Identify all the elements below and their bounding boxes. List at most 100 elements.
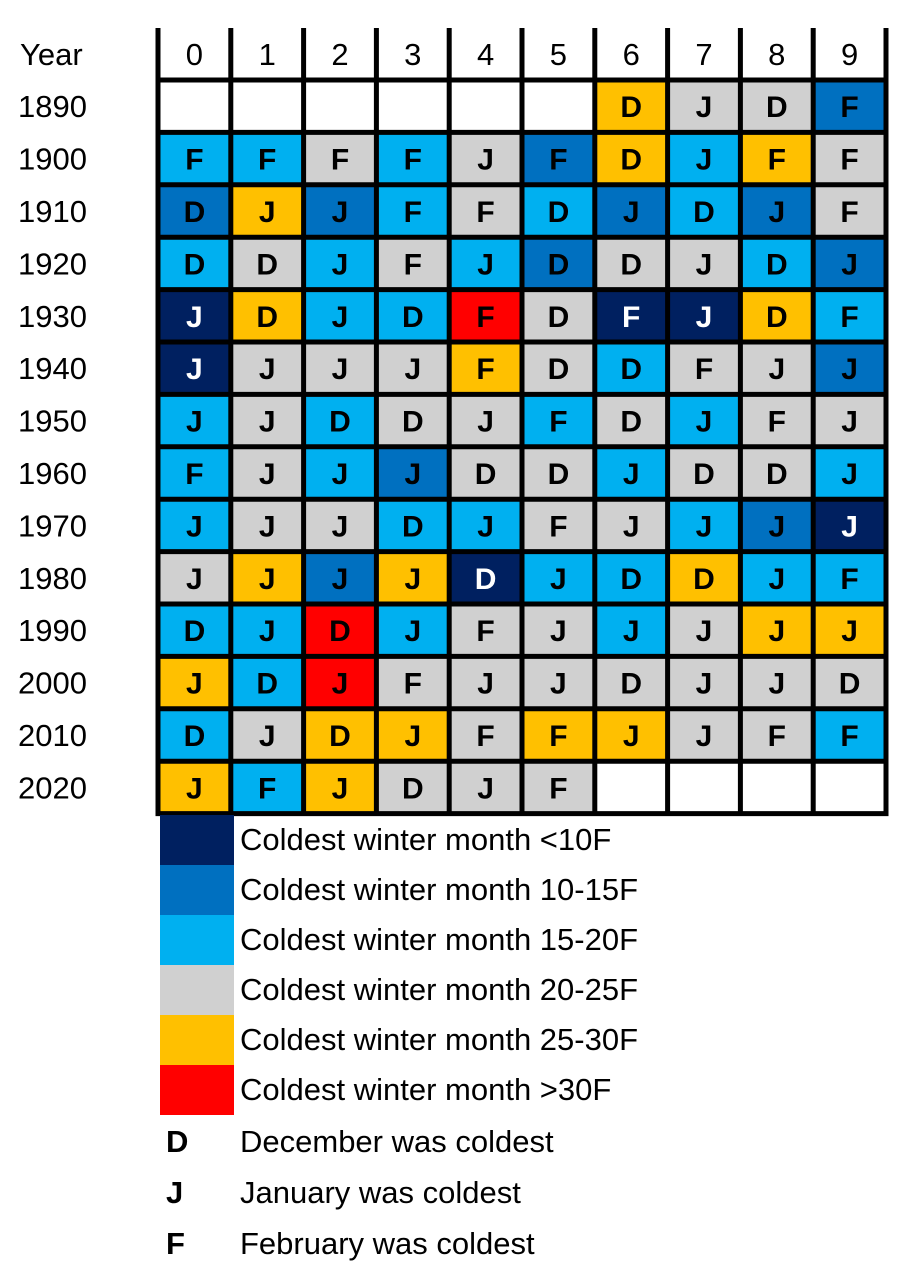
column-header-1: 1	[259, 37, 276, 72]
cell-1930-9	[813, 289, 886, 342]
cell-1980-3	[376, 551, 450, 604]
cell-month-1980-5: J	[550, 563, 567, 596]
column-header-3: 3	[404, 37, 421, 72]
legend-label-10-15: Coldest winter month 10-15F	[240, 872, 639, 907]
cell-1940-8	[740, 342, 814, 395]
legend-label-gt30: Coldest winter month >30F	[240, 1072, 612, 1107]
cell-1950-6	[594, 394, 668, 447]
cell-month-1910-8: J	[768, 196, 785, 229]
cell-month-1970-1: J	[259, 510, 276, 543]
cell-month-1910-5: D	[548, 196, 570, 229]
cell-1930-2	[303, 289, 377, 342]
cell-1910-3	[376, 184, 450, 238]
cell-1900-4	[449, 132, 522, 185]
cell-month-1970-8: J	[768, 510, 785, 543]
cell-month-1980-3: J	[404, 563, 421, 596]
cell-2010-6	[594, 708, 668, 762]
cell-1890-3	[376, 80, 450, 133]
cell-month-1900-9: F	[840, 144, 858, 177]
cell-2010-3	[376, 708, 450, 762]
legend-swatch-lt10	[160, 815, 234, 865]
cell-1940-1	[230, 342, 304, 395]
cell-month-1930-0: J	[186, 301, 203, 334]
cell-month-2010-2: D	[329, 720, 351, 753]
cell-month-1910-2: J	[332, 196, 349, 229]
cell-month-2020-5: F	[549, 772, 567, 805]
cell-1990-7	[667, 604, 741, 657]
legend-swatch-gt30	[160, 1065, 234, 1115]
cell-month-1900-1: F	[258, 144, 276, 177]
cell-month-1940-8: J	[768, 353, 785, 386]
cell-1980-1	[230, 551, 304, 604]
cell-1970-6	[594, 499, 668, 552]
cell-2010-8	[740, 708, 814, 762]
cell-1910-0	[158, 184, 231, 238]
row-label-1930: 1930	[18, 299, 87, 334]
cell-1900-9	[813, 132, 886, 185]
cell-month-1930-3: D	[402, 301, 424, 334]
cell-2010-0	[158, 708, 231, 762]
cell-month-2020-2: J	[332, 772, 349, 805]
cell-month-1970-7: J	[696, 510, 713, 543]
legend-code-label-F: February was coldest	[240, 1226, 535, 1261]
cell-1950-3	[376, 394, 450, 447]
cell-1930-3	[376, 289, 450, 342]
cell-month-1940-2: J	[332, 353, 349, 386]
cell-1990-4	[449, 604, 522, 657]
cell-month-1960-3: J	[404, 458, 421, 491]
legend-label-25-30: Coldest winter month 25-30F	[240, 1022, 639, 1057]
cell-1950-9	[813, 394, 886, 447]
cell-1900-2	[303, 132, 377, 185]
cell-month-1990-0: D	[184, 615, 206, 648]
cell-month-1980-0: J	[186, 563, 203, 596]
cell-1910-9	[813, 184, 886, 238]
cell-month-1950-0: J	[186, 406, 203, 439]
cell-1940-0	[158, 342, 231, 395]
coldest-month-heatmap: Year 0 1 2 3 4 5 6 7 8 9 1890 1900 1910 1920 1930 1940…	[18, 28, 889, 817]
cell-1960-9	[813, 446, 886, 500]
cell-month-1960-6: J	[623, 458, 640, 491]
cell-1890-5	[522, 80, 595, 133]
cell-month-2000-0: J	[186, 668, 203, 701]
cell-month-1960-9: J	[841, 458, 858, 491]
cell-2000-9	[813, 656, 886, 709]
cell-month-1910-4: F	[476, 196, 494, 229]
legend-swatch-25-30	[160, 1015, 234, 1065]
cell-month-1930-9: F	[840, 301, 858, 334]
cell-1900-8	[740, 132, 814, 185]
cell-2000-1	[230, 656, 304, 709]
cell-1970-2	[303, 499, 377, 552]
cell-month-2010-5: F	[549, 720, 567, 753]
cell-1950-0	[158, 394, 231, 447]
cell-month-1910-6: J	[623, 196, 640, 229]
cell-month-1900-8: F	[768, 144, 786, 177]
cell-1970-8	[740, 499, 814, 552]
legend-label-lt10: Coldest winter month <10F	[240, 822, 612, 857]
cell-month-1970-0: J	[186, 510, 203, 543]
cell-1900-3	[376, 132, 450, 185]
cell-1920-9	[813, 237, 886, 290]
cell-month-2010-1: J	[259, 720, 276, 753]
cell-month-1990-9: J	[841, 615, 858, 648]
cell-month-1910-1: J	[259, 196, 276, 229]
cell-1890-2	[303, 80, 377, 133]
cell-month-1930-4: F	[476, 301, 494, 334]
row-label-1950: 1950	[18, 404, 87, 439]
legend-code-D: D	[166, 1124, 189, 1159]
cell-1970-5	[522, 499, 595, 552]
cell-month-2010-7: J	[696, 720, 713, 753]
cell-month-1950-9: J	[841, 406, 858, 439]
row-label-2010: 2010	[18, 718, 87, 753]
cell-1930-1	[230, 289, 304, 342]
cell-1980-5	[522, 551, 595, 604]
cell-month-2000-1: D	[256, 668, 278, 701]
cell-month-2010-4: F	[476, 720, 494, 753]
cell-month-1990-8: J	[768, 615, 785, 648]
cell-1960-6	[594, 446, 668, 500]
cell-month-1930-1: D	[256, 301, 278, 334]
cell-1990-9	[813, 604, 886, 657]
cell-month-1920-8: D	[766, 248, 788, 281]
cell-month-2010-3: J	[404, 720, 421, 753]
cell-1970-3	[376, 499, 450, 552]
cell-month-1990-6: J	[623, 615, 640, 648]
